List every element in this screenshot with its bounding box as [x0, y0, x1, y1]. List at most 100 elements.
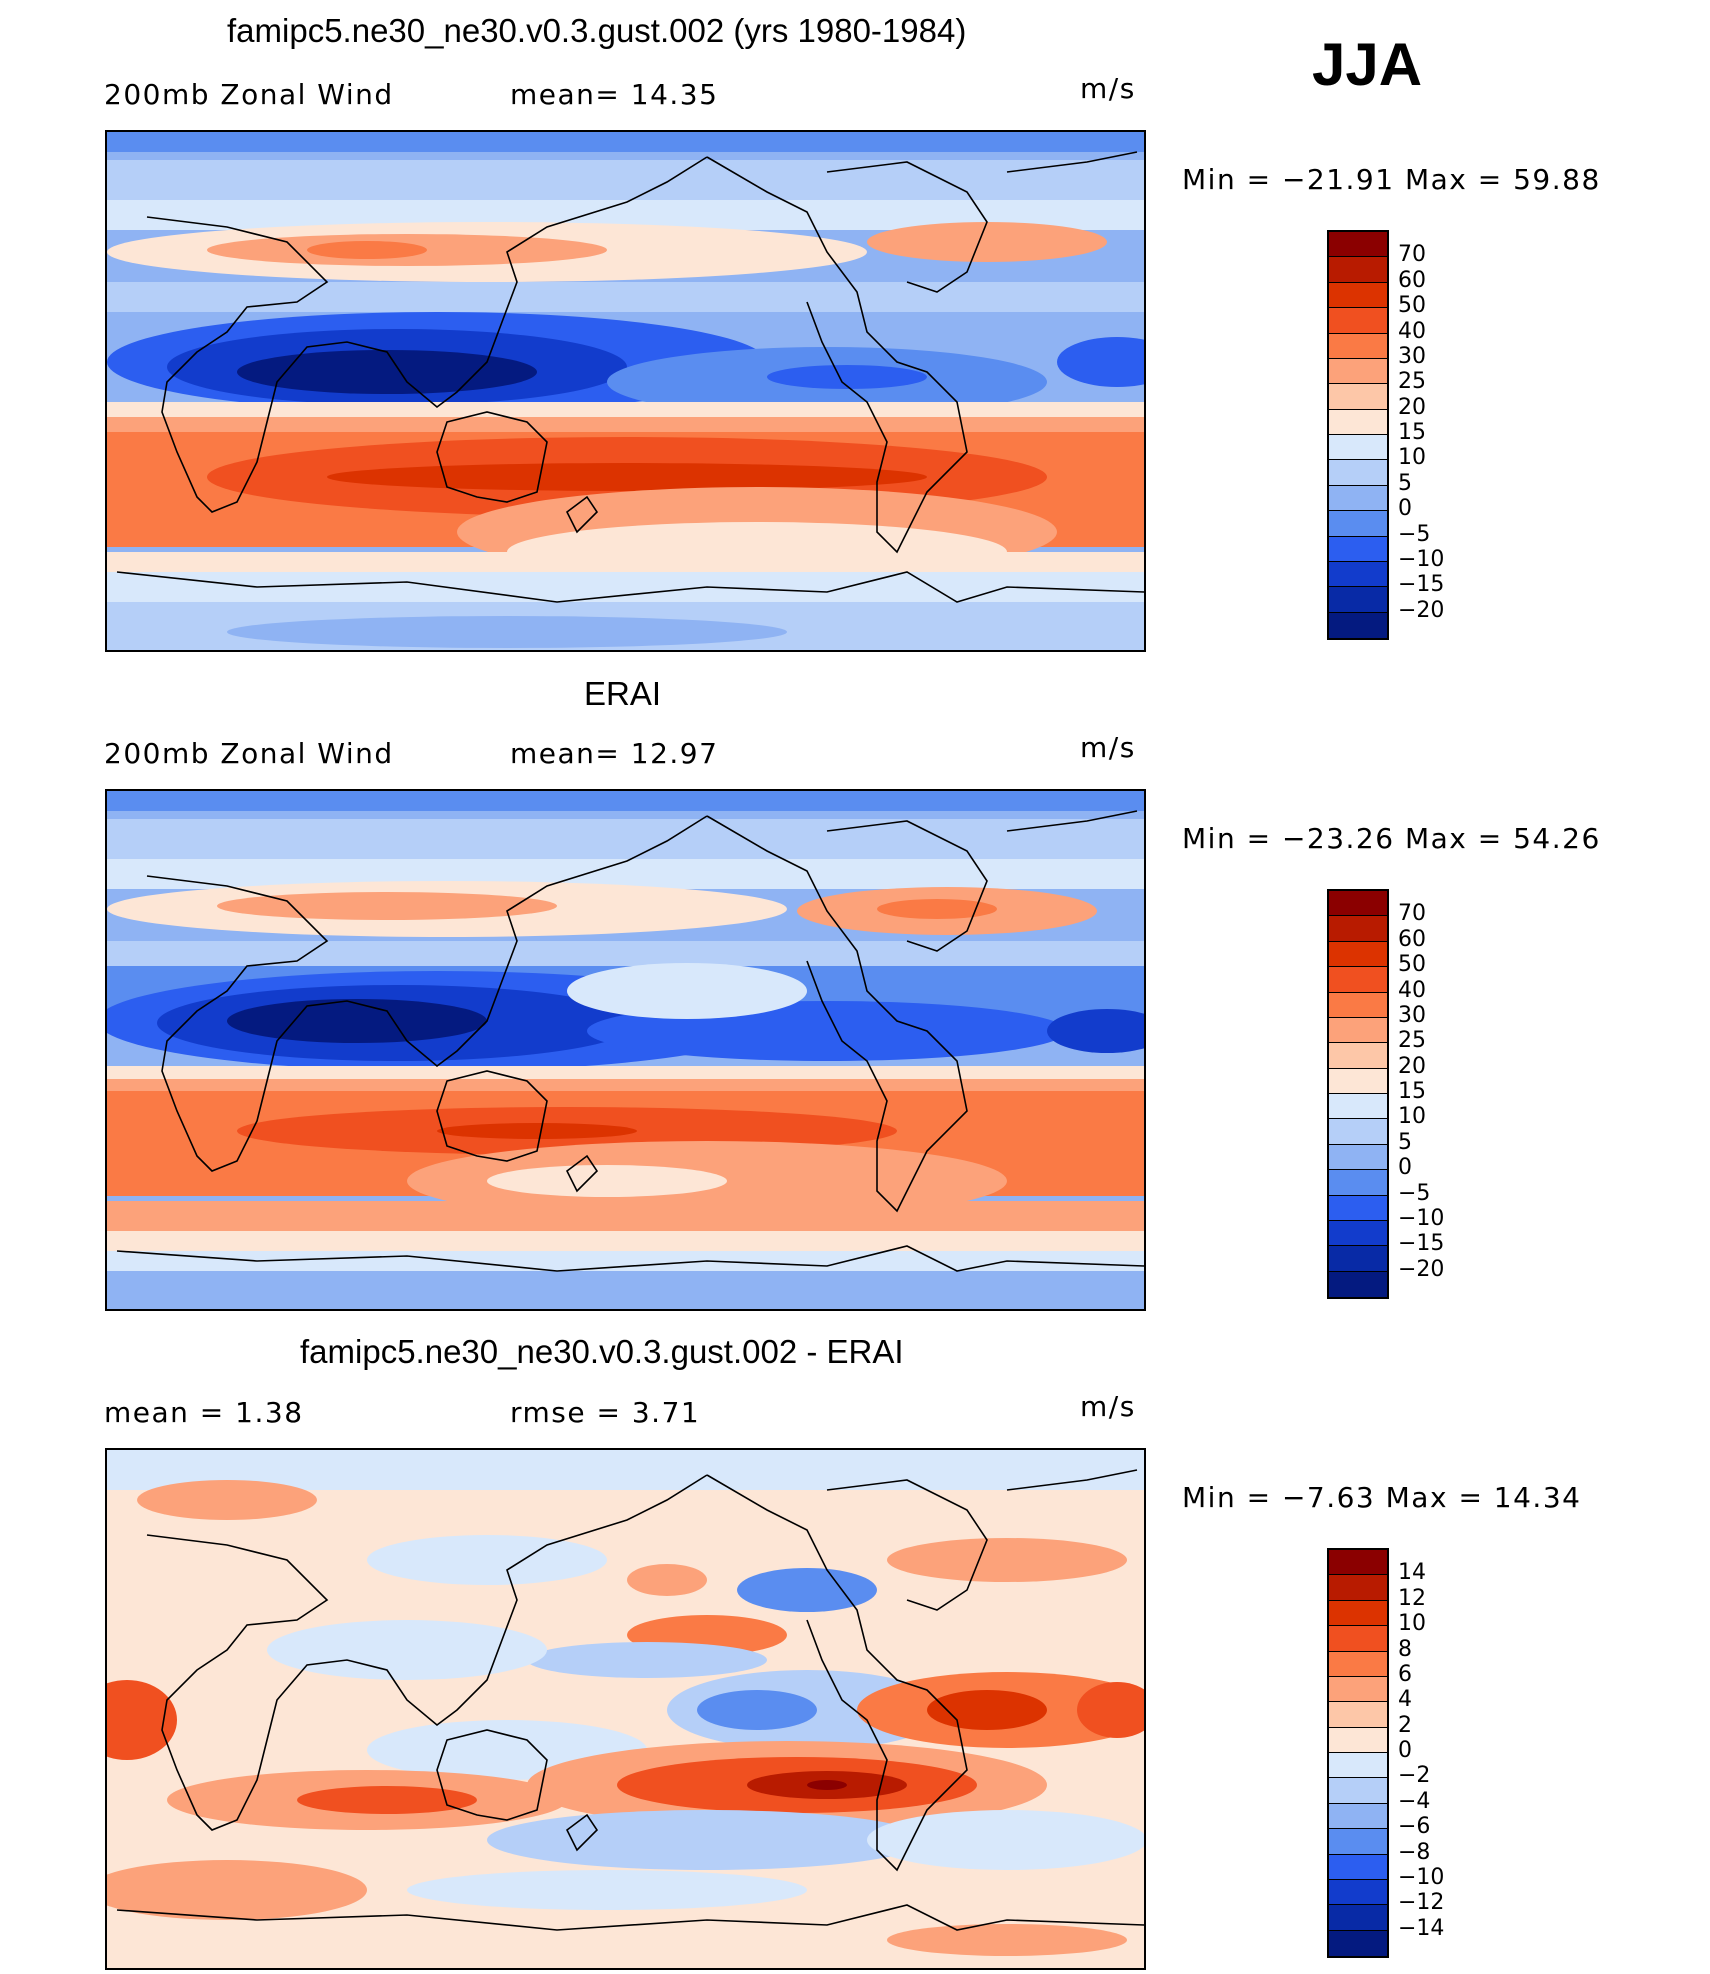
panel-3-rmse-label: rmse = 3.71	[510, 1396, 701, 1429]
panel-2-minmax: Min = −23.26 Max = 54.26	[1182, 822, 1601, 855]
colorbar-swatch	[1329, 1195, 1387, 1221]
panel-3-title: famipc5.ne30_ne30.v0.3.gust.002 - ERAI	[300, 1333, 904, 1370]
colorbar-tick-label: 10	[1398, 445, 1426, 471]
colorbar-swatch	[1329, 1905, 1387, 1931]
panel-3-map	[105, 1448, 1146, 1970]
colorbar-swatch	[1329, 1930, 1387, 1956]
panel-1-contour-field	[107, 132, 1144, 650]
colorbar-swatch	[1329, 435, 1387, 461]
panel-1-units: m/s	[1080, 72, 1136, 105]
colorbar-swatch	[1329, 358, 1387, 385]
colorbar-tick-label: 5	[1398, 470, 1412, 496]
colorbar-swatch	[1329, 282, 1387, 309]
panel-1-title: famipc5.ne30_ne30.v0.3.gust.002 (yrs 198…	[227, 12, 967, 49]
colorbar-swatch	[1329, 967, 1387, 993]
panel-3-mean-label: mean = 1.38	[104, 1396, 304, 1429]
colorbar-tick-label: 40	[1398, 318, 1426, 344]
colorbar-swatch	[1329, 485, 1387, 512]
colorbar-tick-label: 70	[1398, 242, 1426, 268]
colorbar-tick-label: 5	[1398, 1129, 1412, 1155]
colorbar-tick-label: 20	[1398, 394, 1426, 420]
panel-1-variable-label: 200mb Zonal Wind	[104, 78, 394, 111]
colorbar-swatch	[1329, 1043, 1387, 1069]
colorbar-tick-label: 0	[1398, 1738, 1412, 1763]
colorbar-swatch	[1329, 1854, 1387, 1880]
colorbar-swatch	[1329, 1144, 1387, 1171]
colorbar-tick-label: 4	[1398, 1687, 1412, 1713]
colorbar-tick-label: 40	[1398, 977, 1426, 1003]
colorbar-tick-label: 60	[1398, 926, 1426, 952]
colorbar-swatch	[1329, 992, 1387, 1018]
colorbar-swatch	[1329, 1753, 1387, 1779]
panel-3-colorbar	[1327, 1548, 1389, 1958]
colorbar-swatch	[1329, 308, 1387, 334]
colorbar-tick-label: −14	[1398, 1915, 1445, 1941]
panel-2-mean-label: mean= 12.97	[510, 737, 719, 770]
colorbar-swatch	[1329, 1600, 1387, 1627]
colorbar-tick-label: 60	[1398, 267, 1426, 293]
season-label: JJA	[1312, 31, 1423, 98]
panel-1-mean-label: mean= 14.35	[510, 78, 719, 111]
colorbar-tick-label: 50	[1398, 293, 1426, 319]
colorbar-swatch	[1329, 1879, 1387, 1906]
panel-3-colorbar-ticks: 14 12 10 8 6 4 2 0 −2 −4 −6 −8 −10 −12 −14	[1398, 1548, 1478, 1958]
colorbar-tick-label: 0	[1398, 496, 1412, 522]
colorbar-swatch	[1329, 1803, 1387, 1830]
colorbar-tick-label: 14	[1398, 1560, 1426, 1586]
colorbar-tick-label: −5	[1398, 1180, 1431, 1206]
panel-2-variable-label: 200mb Zonal Wind	[104, 737, 394, 770]
panel-1-map	[105, 130, 1146, 652]
colorbar-tick-label: 15	[1398, 1079, 1426, 1104]
colorbar-swatch	[1329, 1068, 1387, 1094]
panel-2-colorbar	[1327, 889, 1389, 1299]
colorbar-tick-label: 6	[1398, 1661, 1412, 1687]
colorbar-tick-label: 70	[1398, 901, 1426, 927]
colorbar-tick-label: 8	[1398, 1636, 1412, 1662]
panel-3-minmax: Min = −7.63 Max = 14.34	[1182, 1481, 1582, 1514]
colorbar-swatch	[1329, 384, 1387, 410]
colorbar-swatch	[1329, 333, 1387, 359]
colorbar-tick-label: 10	[1398, 1104, 1426, 1130]
colorbar-tick-label: −2	[1398, 1763, 1431, 1789]
colorbar-tick-label: −8	[1398, 1839, 1431, 1865]
panel-3-units: m/s	[1080, 1390, 1136, 1423]
colorbar-swatch	[1329, 1778, 1387, 1804]
colorbar-tick-label: −5	[1398, 521, 1431, 547]
colorbar-swatch	[1329, 1727, 1387, 1753]
colorbar-swatch	[1329, 1017, 1387, 1044]
colorbar-swatch	[1329, 1702, 1387, 1728]
colorbar-swatch	[1329, 941, 1387, 968]
colorbar-swatch	[1329, 460, 1387, 486]
panel-2-title: ERAI	[584, 675, 662, 712]
colorbar-swatch	[1329, 1220, 1387, 1247]
colorbar-tick-label: 25	[1398, 1028, 1426, 1054]
panel-2-map	[105, 789, 1146, 1311]
colorbar-swatch	[1329, 587, 1387, 613]
colorbar-swatch	[1329, 612, 1387, 638]
colorbar-tick-label: 50	[1398, 952, 1426, 978]
colorbar-swatch	[1329, 1829, 1387, 1855]
colorbar-tick-label: 30	[1398, 1002, 1426, 1028]
colorbar-tick-label: −4	[1398, 1788, 1431, 1814]
colorbar-swatch	[1329, 232, 1387, 258]
colorbar-swatch	[1329, 1550, 1387, 1576]
panel-1-colorbar	[1327, 230, 1389, 640]
colorbar-tick-label: 10	[1398, 1611, 1426, 1637]
colorbar-swatch	[1329, 1094, 1387, 1120]
colorbar-tick-label: 30	[1398, 343, 1426, 369]
colorbar-tick-label: 2	[1398, 1712, 1412, 1738]
panel-2-colorbar-ticks: 70 60 50 40 30 25 20 15 10 5 0 −5 −10 −15 −20	[1398, 889, 1478, 1299]
colorbar-swatch	[1329, 1626, 1387, 1652]
colorbar-tick-label: 0	[1398, 1155, 1412, 1181]
colorbar-swatch	[1329, 257, 1387, 283]
panel-1-colorbar-ticks: 70 60 50 40 30 25 20 15 10 5 0 −5 −10 −15 −20	[1398, 230, 1478, 640]
colorbar-swatch	[1329, 916, 1387, 942]
colorbar-swatch	[1329, 1575, 1387, 1601]
colorbar-swatch	[1329, 1246, 1387, 1272]
colorbar-tick-label: 15	[1398, 420, 1426, 445]
panel-3-contour-field	[107, 1450, 1144, 1968]
colorbar-swatch	[1329, 561, 1387, 588]
colorbar-swatch	[1329, 511, 1387, 537]
colorbar-tick-label: −15	[1398, 1231, 1445, 1257]
panel-2-contour-field	[107, 791, 1144, 1309]
